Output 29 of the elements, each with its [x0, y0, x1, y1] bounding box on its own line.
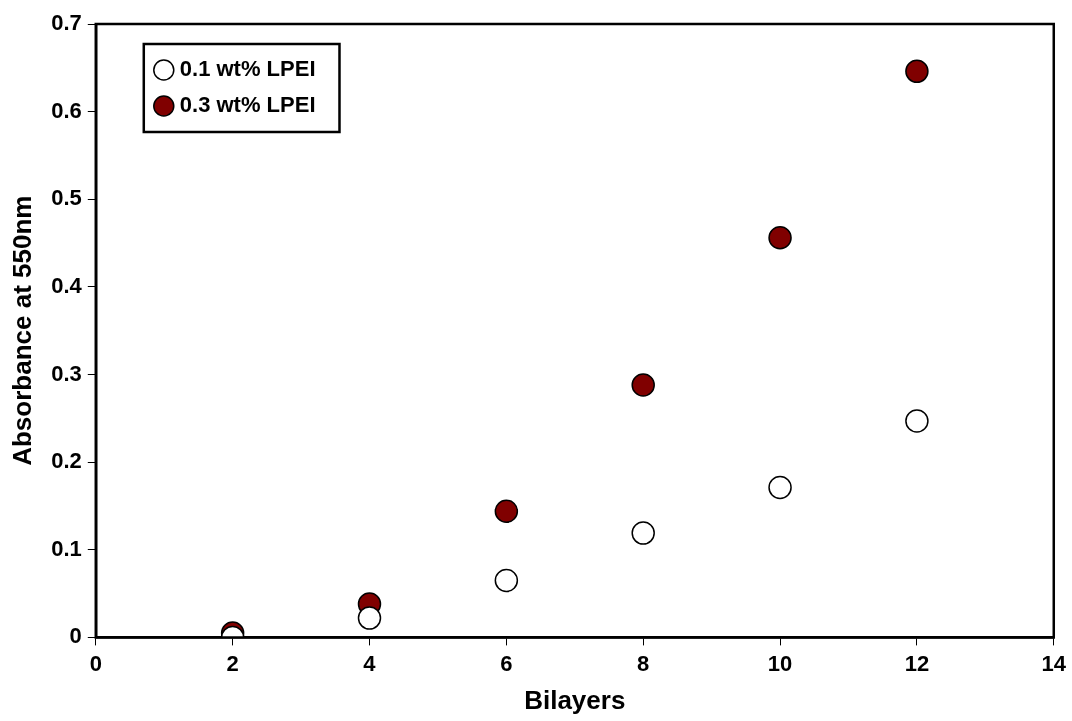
point: [494, 499, 519, 523]
point: [768, 475, 792, 500]
x-tick-label: 6: [500, 650, 513, 676]
legend-label: 0.1 wt% LPEI: [179, 56, 316, 82]
x-tick-label: 12: [904, 650, 930, 676]
x-axis-title: Bilayers: [524, 684, 626, 715]
point: [631, 373, 655, 397]
y-tick-label: 0.6: [51, 97, 82, 123]
y-tick-label: 0.3: [51, 360, 82, 386]
x-tick-label: 2: [226, 650, 239, 676]
y-tick-label: 0.7: [51, 10, 82, 36]
x-tick-label: 14: [1041, 650, 1067, 676]
y-tick-label: 0: [69, 623, 82, 649]
point: [905, 409, 929, 433]
point: [905, 59, 929, 84]
point: [357, 606, 382, 630]
legend-label: 0.3 wt% LPEI: [179, 92, 316, 118]
y-tick-label: 0.1: [51, 535, 82, 561]
y-axis-title: Absorbance at 550nm: [6, 195, 37, 466]
y-tick-label: 0.4: [51, 272, 83, 298]
x-tick-label: 4: [363, 650, 377, 676]
x-tick-label: 8: [637, 650, 650, 676]
x-tick-label: 10: [767, 650, 793, 676]
point: [768, 226, 792, 250]
y-tick-label: 0.5: [51, 185, 82, 211]
y-tick-label: 0.2: [51, 448, 82, 474]
point: [494, 568, 519, 593]
point: [631, 521, 655, 545]
x-tick-label: 0: [89, 650, 102, 676]
